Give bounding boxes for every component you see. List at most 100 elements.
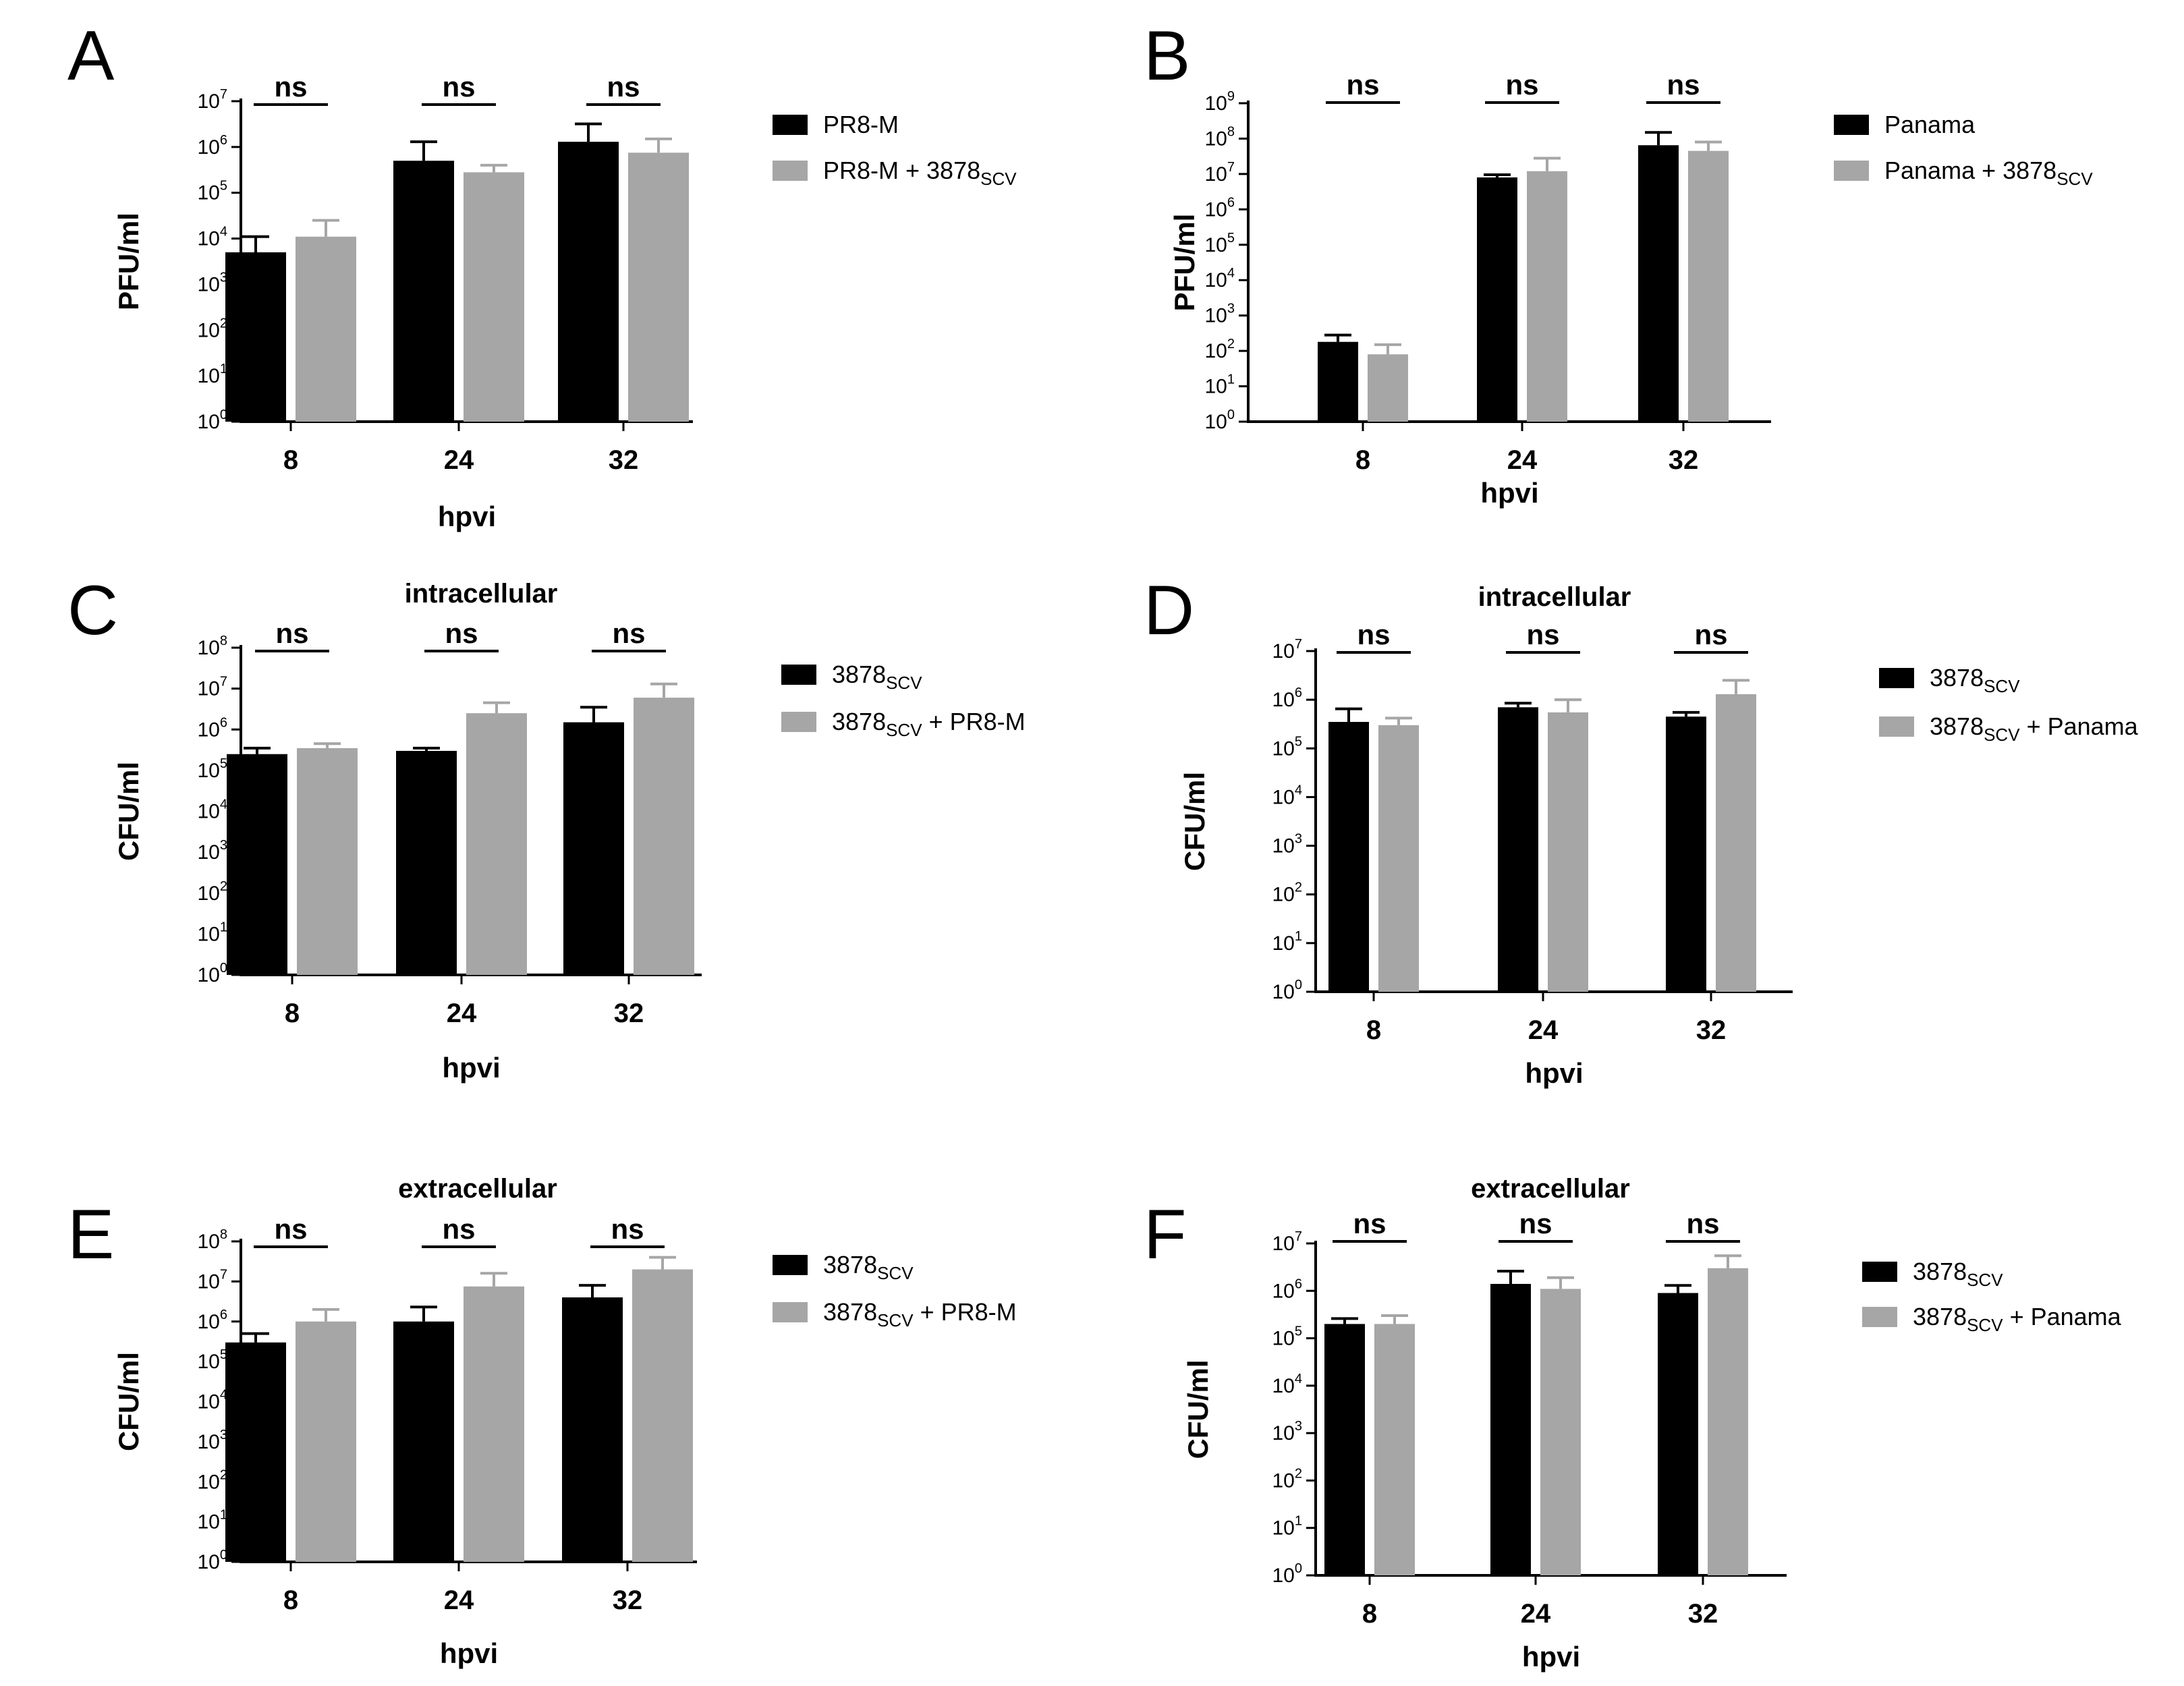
- bar: [628, 152, 689, 422]
- legend-swatch: [781, 712, 816, 732]
- bar: [464, 1286, 524, 1562]
- bar: [563, 722, 624, 975]
- legend-swatch: [1862, 1307, 1897, 1327]
- bar: [1324, 1324, 1365, 1575]
- x-tick-label: 8: [283, 445, 298, 475]
- y-tick-label: 102: [198, 316, 228, 341]
- y-tick-label: 108: [198, 1227, 228, 1253]
- x-tick-label: 32: [1696, 1015, 1727, 1045]
- bar: [393, 1321, 454, 1562]
- y-axis-label: PFU/ml: [1169, 214, 1200, 312]
- y-tick-label: 104: [198, 1388, 228, 1413]
- significance-label: ns: [1526, 619, 1559, 650]
- bar: [634, 698, 694, 975]
- y-tick-label: 108: [1205, 124, 1235, 150]
- y-tick-label: 107: [1272, 1229, 1303, 1255]
- legend-label: 3878SCV: [1913, 1258, 2003, 1290]
- y-tick-label: 106: [1272, 1276, 1303, 1302]
- panel-letter: A: [67, 17, 115, 95]
- significance-label: ns: [442, 1213, 475, 1245]
- x-tick-label: 32: [614, 999, 644, 1028]
- legend-label: Panama: [1884, 111, 1976, 138]
- y-tick-label: 101: [1272, 1514, 1303, 1540]
- x-axis-label: hpvi: [1480, 477, 1538, 509]
- y-tick-label: 105: [1272, 1324, 1303, 1350]
- significance-label: ns: [1505, 69, 1538, 101]
- x-axis-label: hpvi: [438, 501, 496, 532]
- bar: [1368, 354, 1408, 422]
- significance-label: ns: [1346, 69, 1379, 101]
- x-tick-label: 32: [1669, 445, 1699, 475]
- legend-label: 3878SCV + Panama: [1913, 1303, 2122, 1335]
- x-tick-label: 8: [1355, 445, 1370, 475]
- y-axis-label: CFU/ml: [1179, 772, 1210, 871]
- bar: [1498, 707, 1538, 992]
- bar: [1716, 694, 1756, 992]
- y-tick-label: 100: [198, 408, 228, 433]
- y-tick-label: 106: [198, 1308, 228, 1333]
- legend-swatch: [781, 665, 816, 685]
- y-tick-label: 107: [1272, 637, 1303, 663]
- x-tick-label: 24: [444, 445, 474, 475]
- panel-letter: C: [67, 571, 118, 650]
- legend-swatch: [773, 1302, 808, 1322]
- y-tick-label: 107: [198, 1267, 228, 1293]
- x-tick-label: 32: [609, 445, 639, 475]
- y-tick-label: 101: [1272, 929, 1303, 955]
- y-tick-label: 101: [198, 920, 228, 945]
- significance-label: ns: [1686, 1208, 1719, 1239]
- x-tick-label: 24: [1521, 1599, 1551, 1629]
- y-tick-label: 101: [198, 362, 228, 387]
- bar: [1688, 150, 1729, 422]
- x-axis-label: hpvi: [442, 1052, 500, 1084]
- bar: [1708, 1268, 1748, 1575]
- bar: [558, 142, 619, 422]
- significance-label: ns: [607, 71, 640, 103]
- legend-label: PR8-M: [823, 111, 899, 138]
- y-tick-label: 105: [198, 179, 228, 204]
- panel-letter: B: [1144, 17, 1190, 95]
- legend-label: 3878SCV + PR8-M: [832, 708, 1026, 740]
- y-axis-label: CFU/ml: [1182, 1360, 1214, 1459]
- bar: [1540, 1289, 1581, 1575]
- bar: [1666, 716, 1706, 992]
- bar: [393, 161, 454, 422]
- legend-label: 3878SCV: [832, 661, 922, 693]
- bar: [466, 713, 527, 975]
- x-tick-label: 32: [613, 1585, 643, 1615]
- legend-swatch: [1879, 668, 1914, 688]
- significance-label: ns: [274, 71, 307, 103]
- x-axis-label: hpvi: [1522, 1641, 1580, 1673]
- y-tick-label: 100: [1205, 408, 1235, 433]
- y-tick-label: 103: [1272, 1419, 1303, 1444]
- y-tick-label: 101: [1205, 372, 1235, 398]
- significance-label: ns: [1694, 619, 1727, 650]
- y-tick-label: 105: [198, 756, 228, 782]
- x-tick-label: 24: [1507, 445, 1538, 475]
- y-tick-label: 101: [198, 1508, 228, 1534]
- x-axis-label: hpvi: [440, 1637, 498, 1669]
- x-tick-label: 24: [444, 1585, 474, 1615]
- significance-label: ns: [611, 1213, 644, 1245]
- legend-swatch: [773, 1255, 808, 1275]
- significance-label: ns: [274, 1213, 307, 1245]
- x-tick-label: 8: [1362, 1599, 1377, 1629]
- bar: [227, 754, 287, 975]
- bar: [464, 172, 524, 422]
- significance-label: ns: [1667, 69, 1700, 101]
- x-tick-label: 8: [283, 1585, 298, 1615]
- chart-title: intracellular: [1478, 582, 1631, 612]
- y-tick-label: 107: [198, 87, 228, 113]
- y-tick-label: 105: [1205, 231, 1235, 256]
- y-tick-label: 106: [1205, 195, 1235, 221]
- y-tick-label: 104: [198, 797, 228, 823]
- panel-letter: D: [1144, 571, 1194, 650]
- significance-label: ns: [1353, 1208, 1386, 1239]
- legend-swatch: [1879, 716, 1914, 737]
- y-tick-label: 103: [1272, 832, 1303, 858]
- y-tick-label: 107: [198, 675, 228, 700]
- chart-title: intracellular: [405, 579, 558, 609]
- x-tick-label: 8: [1366, 1015, 1381, 1045]
